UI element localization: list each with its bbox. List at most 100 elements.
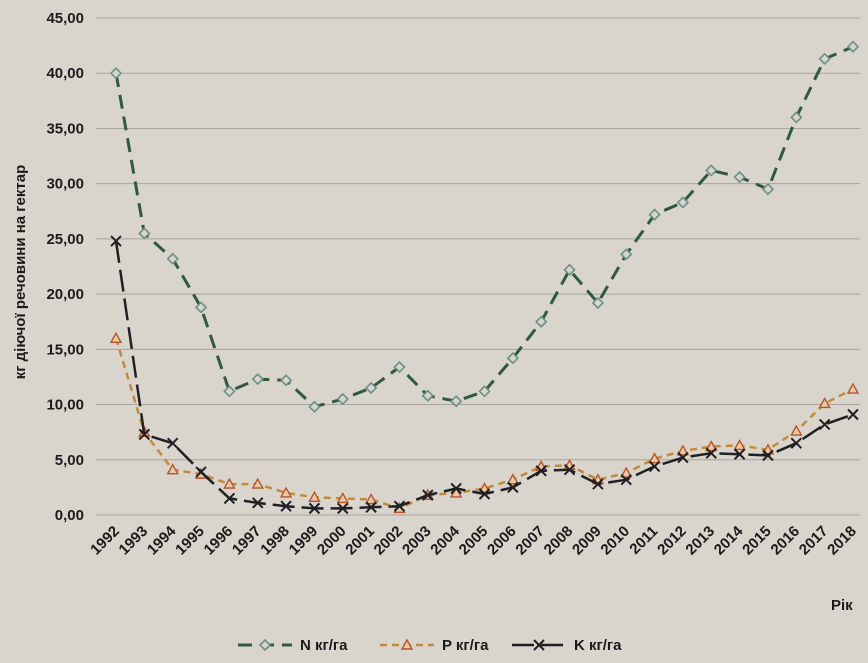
p-series-line bbox=[114, 337, 854, 510]
k-series bbox=[110, 235, 859, 515]
x-tick-label: 1999 bbox=[286, 523, 322, 559]
p-series-point bbox=[364, 493, 378, 505]
n-series-point bbox=[818, 52, 831, 65]
legend-item-p: P кг/га bbox=[380, 637, 489, 654]
p-series-point bbox=[620, 466, 633, 478]
n-series-line bbox=[114, 45, 854, 409]
k-series-point bbox=[535, 465, 547, 477]
k-series-point bbox=[790, 437, 803, 449]
x-tick-label: 2018 bbox=[824, 523, 860, 559]
p-series-point bbox=[676, 444, 690, 456]
n-series-point bbox=[279, 374, 293, 387]
k-series-point bbox=[818, 418, 831, 431]
k-series-point bbox=[365, 501, 377, 513]
p-series-point bbox=[733, 438, 746, 451]
legend-item-n: N кг/га bbox=[238, 637, 348, 654]
p-series-point bbox=[506, 473, 520, 485]
y-tick-label: 40,00 bbox=[46, 65, 84, 82]
k-series-point bbox=[393, 500, 406, 512]
x-tick-label: 2016 bbox=[768, 523, 804, 559]
p-series-point bbox=[818, 397, 831, 409]
n-series-point bbox=[676, 196, 690, 209]
x-tick-label: 2001 bbox=[342, 523, 378, 559]
k-series-point bbox=[733, 448, 746, 460]
y-tick-label: 5,00 bbox=[55, 452, 84, 469]
k-series-point bbox=[308, 502, 321, 515]
x-tick-label: 2006 bbox=[484, 523, 520, 559]
x-tick-label: 1994 bbox=[144, 522, 180, 558]
y-tick-label: 35,00 bbox=[46, 120, 84, 137]
p-series-point bbox=[705, 440, 718, 452]
k-series-point bbox=[563, 464, 576, 476]
n-series-point bbox=[535, 315, 548, 328]
x-tick-label: 2010 bbox=[597, 523, 633, 559]
k-series-point bbox=[252, 497, 264, 509]
k-series-point bbox=[620, 473, 632, 486]
n-series-point bbox=[761, 183, 775, 196]
n-series-point bbox=[846, 40, 860, 53]
y-tick-label: 10,00 bbox=[46, 397, 84, 414]
x-tick-label: 2003 bbox=[399, 523, 435, 559]
k-series-point bbox=[223, 492, 236, 505]
p-series bbox=[109, 331, 860, 514]
x-tick-label: 2012 bbox=[654, 523, 690, 559]
n-series-point bbox=[733, 170, 746, 184]
x-axis-title: Рік bbox=[831, 597, 853, 614]
p-series-point bbox=[251, 477, 264, 489]
legend-point bbox=[533, 639, 545, 651]
legend-label: K кг/га bbox=[574, 637, 622, 654]
x-tick-label: 2000 bbox=[314, 523, 350, 559]
k-series-point bbox=[507, 481, 519, 494]
n-series-point bbox=[393, 360, 406, 374]
n-series-point bbox=[506, 352, 519, 365]
n-series-point bbox=[166, 252, 179, 265]
n-series-point bbox=[364, 381, 378, 395]
k-series-point bbox=[337, 502, 349, 515]
n-series-point bbox=[194, 301, 208, 314]
legend-point bbox=[400, 638, 414, 650]
n-series-point bbox=[336, 392, 349, 406]
p-series-point bbox=[790, 424, 803, 436]
x-tick-label: 2009 bbox=[569, 523, 605, 559]
p-series-point bbox=[449, 486, 463, 498]
legend-label: N кг/га bbox=[300, 637, 348, 654]
x-tick-label: 2014 bbox=[711, 522, 747, 558]
n-series-point bbox=[109, 67, 123, 80]
p-series-point bbox=[166, 463, 179, 475]
series-lines bbox=[109, 40, 860, 515]
legend: N кг/га P кг/га K кг/га bbox=[238, 637, 622, 654]
n-series bbox=[109, 40, 860, 413]
x-tick-label: 2007 bbox=[512, 523, 548, 559]
k-series-point bbox=[280, 500, 292, 512]
n-series-point bbox=[138, 227, 151, 240]
legend-item-k: K кг/га bbox=[512, 637, 622, 654]
p-series-point bbox=[846, 382, 860, 394]
x-axis-ticks: 1992199319941995199619971998199920002001… bbox=[87, 522, 860, 558]
k-series-point bbox=[450, 482, 462, 495]
k-series-point bbox=[762, 449, 774, 462]
x-tick-label: 2008 bbox=[541, 523, 577, 559]
x-tick-label: 2002 bbox=[371, 523, 407, 559]
x-tick-label: 1995 bbox=[172, 523, 208, 559]
x-tick-label: 2015 bbox=[739, 523, 775, 559]
n-series-point bbox=[790, 111, 803, 124]
k-series-point bbox=[422, 489, 434, 501]
k-series-line bbox=[114, 240, 854, 510]
x-tick-label: 1997 bbox=[229, 523, 265, 559]
n-series-point bbox=[421, 389, 434, 402]
p-series-point bbox=[279, 486, 293, 498]
p-series-point bbox=[109, 331, 123, 343]
n-series-point bbox=[251, 373, 264, 386]
k-series-point bbox=[166, 437, 179, 449]
p-series-point bbox=[648, 452, 661, 464]
x-tick-label: 1992 bbox=[87, 523, 123, 559]
y-tick-label: 15,00 bbox=[46, 341, 84, 358]
n-series-point bbox=[620, 248, 633, 261]
legend-label: P кг/га bbox=[442, 637, 489, 654]
x-tick-label: 2004 bbox=[427, 522, 463, 558]
k-series-point bbox=[110, 235, 122, 247]
n-series-point bbox=[705, 164, 718, 177]
y-tick-label: 45,00 bbox=[46, 10, 84, 27]
k-series-point bbox=[705, 447, 717, 459]
